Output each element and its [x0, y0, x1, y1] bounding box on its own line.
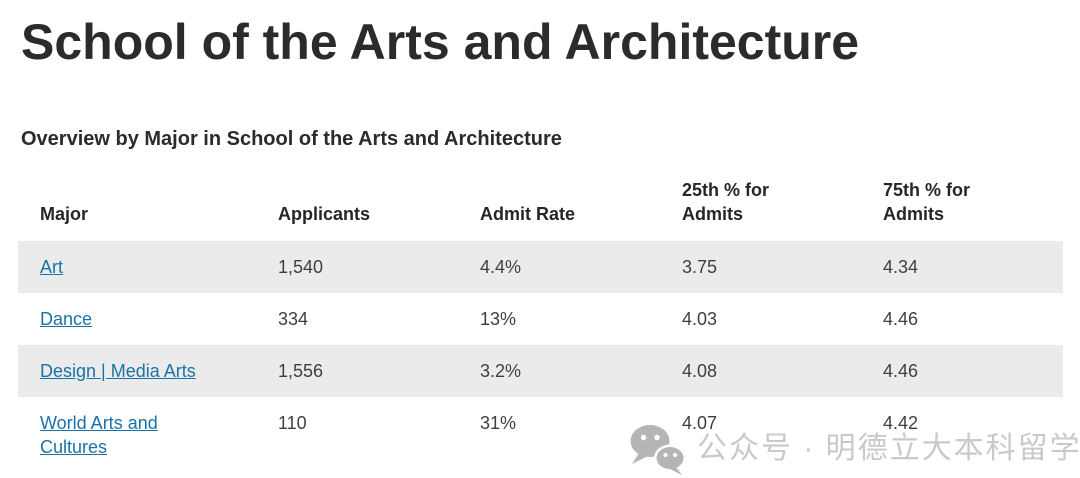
admit-rate-cell: 3.2%: [458, 345, 660, 397]
p25-cell: 4.07: [682, 413, 718, 433]
major-cell: Dance: [18, 293, 256, 345]
p75-cell: 4.46: [883, 309, 919, 329]
table-header-row: Major Applicants Admit Rate 25th % for A…: [18, 169, 1063, 241]
table-row: Art 1,540 4.4% 3.75 4.34: [18, 241, 1063, 293]
column-header-admit-rate: Admit Rate: [480, 204, 576, 224]
admit-rate-cell: 4.4%: [458, 241, 660, 293]
p75-cell: 4.34: [861, 241, 1063, 293]
major-cell: Art: [18, 241, 256, 293]
major-link[interactable]: Dance: [40, 309, 93, 329]
column-header-25th-percentile: 25th % for Admits: [682, 180, 770, 224]
table-row: World Arts and Cultures 110 31% 4.07 4.4…: [18, 397, 1063, 473]
table-row: Dance 334 13% 4.03 4.46: [18, 293, 1063, 345]
p75-cell: 4.42: [883, 413, 919, 433]
major-link[interactable]: World Arts and Cultures: [40, 413, 158, 457]
major-link[interactable]: Art: [40, 257, 64, 277]
admit-rate-cell: 31%: [480, 413, 517, 433]
major-link[interactable]: Design | Media Arts: [40, 361, 196, 381]
applicants-cell: 1,540: [256, 241, 458, 293]
major-cell: World Arts and Cultures: [18, 397, 256, 473]
column-header-applicants: Applicants: [278, 204, 371, 224]
admit-rate-cell: 13%: [480, 309, 517, 329]
table-row: Design | Media Arts 1,556 3.2% 4.08 4.46: [18, 345, 1063, 397]
applicants-cell: 334: [278, 309, 309, 329]
major-cell: Design | Media Arts: [18, 345, 256, 397]
p25-cell: 3.75: [660, 241, 861, 293]
majors-table: Major Applicants Admit Rate 25th % for A…: [18, 169, 1063, 473]
applicants-cell: 110: [278, 413, 307, 433]
applicants-cell: 1,556: [256, 345, 458, 397]
column-header-major: Major: [40, 204, 89, 224]
p75-cell: 4.46: [861, 345, 1063, 397]
section-subtitle: Overview by Major in School of the Arts …: [21, 128, 562, 150]
column-header-75th-percentile: 75th % for Admits: [883, 180, 971, 224]
p25-cell: 4.03: [682, 309, 718, 329]
p25-cell: 4.08: [660, 345, 861, 397]
page-title: School of the Arts and Architecture: [21, 14, 860, 70]
